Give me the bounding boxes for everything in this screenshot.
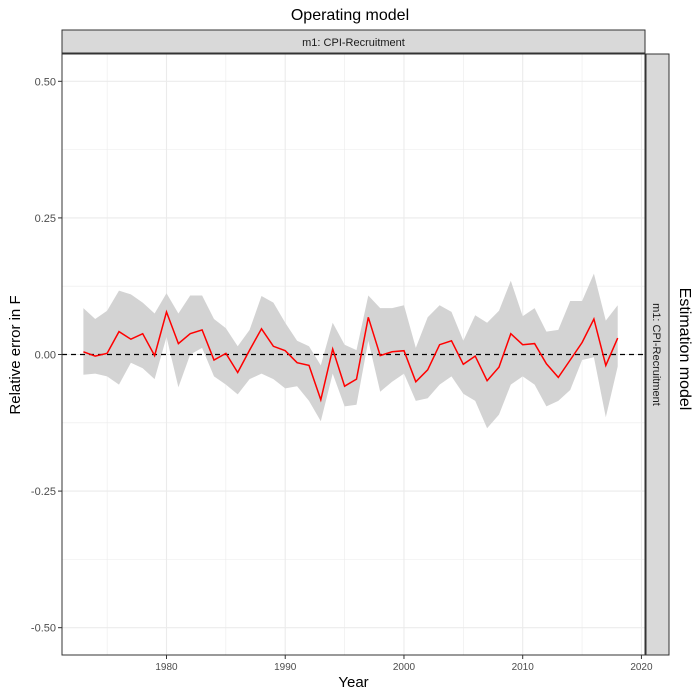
data-point-2015 [581,341,583,343]
data-point-1984 [213,359,215,361]
data-point-1990 [284,350,286,352]
data-point-1996 [355,378,357,380]
data-point-1998 [379,354,381,356]
y-tick-label: -0.25 [31,486,56,498]
data-point-2008 [498,366,500,368]
chart-title: Operating model [291,7,409,24]
data-point-1993 [320,399,322,401]
y-axis-title: Relative error in F [7,295,24,414]
data-point-1982 [189,333,191,335]
row-facet-title: Estimation model [676,288,693,411]
data-point-2014 [569,359,571,361]
relative-error-line [83,309,619,403]
data-point-1992 [308,364,310,366]
data-point-1991 [296,362,298,364]
data-point-1977 [130,338,132,340]
grid-major [62,54,645,655]
data-point-2000 [403,350,405,352]
data-point-2012 [545,363,547,365]
data-point-2006 [474,355,476,357]
data-point-2003 [438,344,440,346]
data-point-1983 [201,329,203,331]
data-point-2013 [557,376,559,378]
data-point-1974 [94,355,96,357]
data-point-2011 [533,342,535,344]
data-point-1973 [82,351,84,353]
data-point-2001 [415,381,417,383]
data-point-1989 [272,345,274,347]
data-point-2007 [486,380,488,382]
y-tick-label: -0.50 [31,623,56,635]
x-tick-label: 1990 [274,662,297,673]
data-point-1978 [142,333,144,335]
y-tick-label: 0.00 [35,350,56,362]
data-point-2002 [427,369,429,371]
y-axis: 0.50 0.25 0.00 -0.25 -0.50 [31,76,62,635]
x-tick-label: 1980 [155,662,178,673]
data-point-1987 [248,349,250,351]
row-facet-strip [645,53,670,656]
data-point-1995 [343,385,345,387]
confidence-ribbon [83,273,618,429]
y-tick-label: 0.25 [35,213,56,225]
data-point-2017 [605,364,607,366]
data-point-2009 [510,333,512,335]
data-point-1994 [332,348,334,350]
data-point-2005 [462,363,464,365]
data-point-1979 [153,354,155,356]
data-point-2010 [522,344,524,346]
column-facet-label: m1: CPI-Recruitment [302,37,405,49]
data-point-2004 [450,340,452,342]
x-tick-label: 2000 [393,662,416,673]
x-tick-label: 2020 [630,662,653,673]
data-point-2016 [593,318,595,320]
x-axis-title: Year [338,674,368,691]
data-point-1980 [165,311,167,313]
row-facet-label: m1: CPI-Recruitment [650,303,662,406]
data-point-1997 [367,316,369,318]
data-point-2018 [617,337,619,339]
x-axis: 1980 1990 2000 2010 2020 [155,655,653,673]
data-point-1999 [391,351,393,353]
data-point-1986 [237,371,239,373]
data-point-1985 [225,352,227,354]
x-tick-label: 2010 [512,662,535,673]
y-tick-label: 0.50 [35,76,56,88]
data-point-1988 [260,328,262,330]
data-point-1981 [177,342,179,344]
data-point-1976 [118,330,120,332]
data-point-1975 [106,352,108,354]
column-facet-strip [61,29,646,54]
